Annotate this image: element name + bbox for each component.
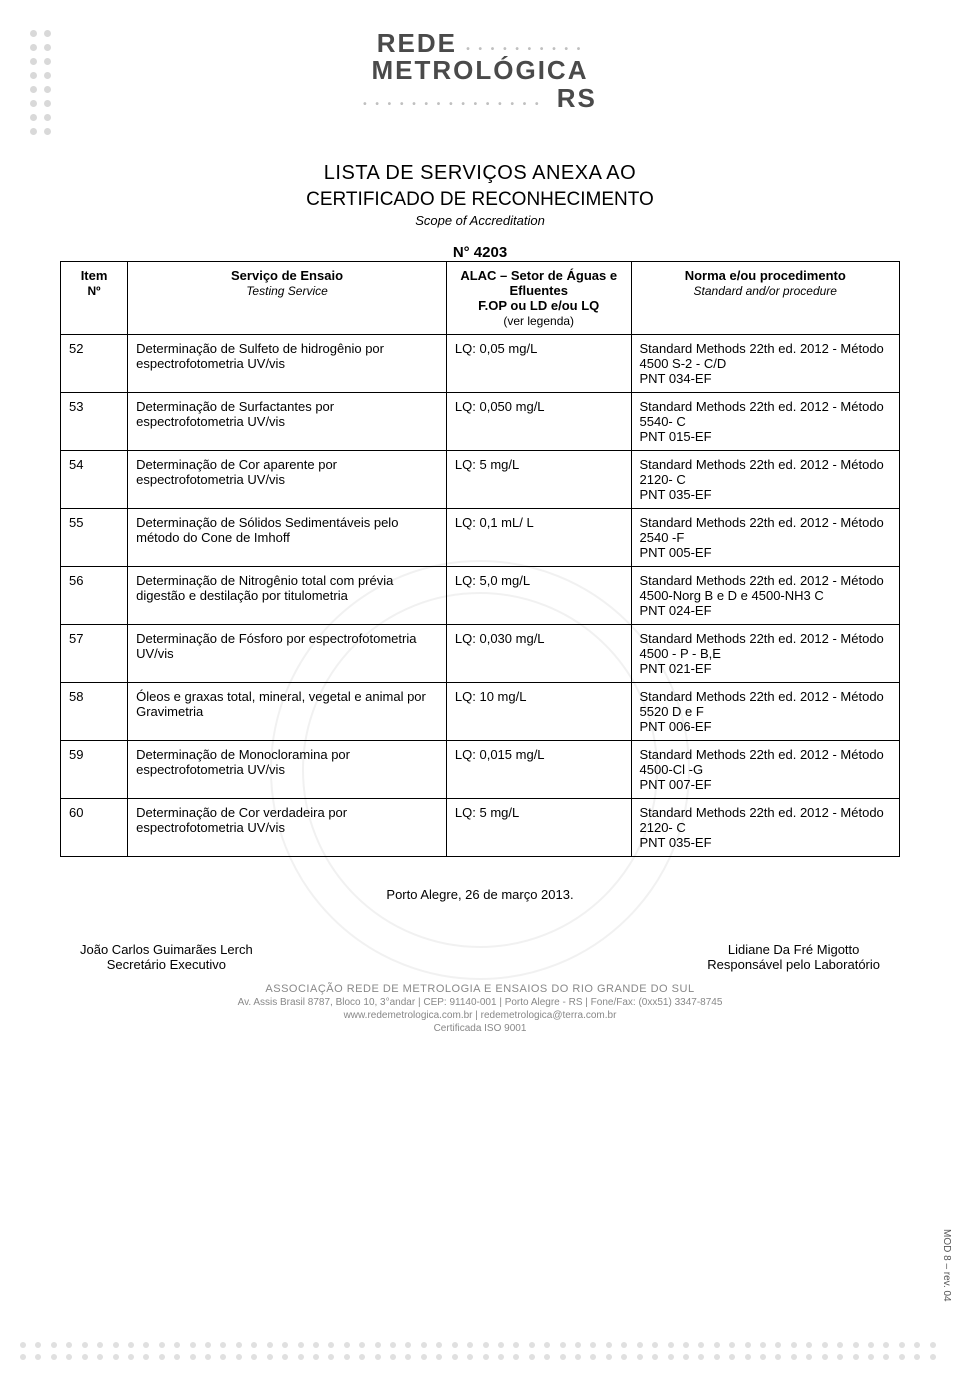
col-service-sub: Testing Service <box>246 284 328 298</box>
cell-service: Determinação de Nitrogênio total com pré… <box>128 566 447 624</box>
table-row: 54Determinação de Cor aparente por espec… <box>61 450 900 508</box>
sign-right-role: Responsável pelo Laboratório <box>707 957 880 972</box>
cell-lq: LQ: 0,050 mg/L <box>446 392 631 450</box>
sector-line: ALAC – Setor de Águas e Efluentes <box>455 268 623 298</box>
cell-lq: LQ: 5,0 mg/L <box>446 566 631 624</box>
table-header-row: Item Nº Serviço de Ensaio Testing Servic… <box>61 261 900 334</box>
table-row: 55Determinação de Sólidos Sedimentáveis … <box>61 508 900 566</box>
logo-line1: REDE <box>377 28 457 58</box>
col-item-header: Item Nº <box>61 261 128 334</box>
table-row: 57Determinação de Fósforo por espectrofo… <box>61 624 900 682</box>
title-block: LISTA DE SERVIÇOS ANEXA AO CERTIFICADO D… <box>60 162 900 228</box>
services-table: Item Nº Serviço de Ensaio Testing Servic… <box>60 261 900 857</box>
cell-item: 56 <box>61 566 128 624</box>
title-main: LISTA DE SERVIÇOS ANEXA AO <box>60 162 900 185</box>
title-scope: Scope of Accreditation <box>60 213 900 228</box>
cell-item: 52 <box>61 334 128 392</box>
cell-lq: LQ: 0,1 mL/ L <box>446 508 631 566</box>
logo-line3: RS <box>557 83 597 113</box>
col-item-label: Item <box>81 268 108 283</box>
footer-cert: Certificada ISO 9001 <box>60 1022 900 1035</box>
cell-norm: Standard Methods 22th ed. 2012 - Método … <box>631 392 900 450</box>
cell-norm: Standard Methods 22th ed. 2012 - Método … <box>631 508 900 566</box>
decorative-dots-bottom <box>20 1342 940 1372</box>
col-lq-header: ALAC – Setor de Águas e Efluentes F.OP o… <box>446 261 631 334</box>
col-item-sub: Nº <box>88 284 101 298</box>
col-service-header: Serviço de Ensaio Testing Service <box>128 261 447 334</box>
cell-norm: Standard Methods 22th ed. 2012 - Método … <box>631 740 900 798</box>
col-norm-sub: Standard and/or procedure <box>694 284 837 298</box>
cell-lq: LQ: 0,030 mg/L <box>446 624 631 682</box>
cell-service: Determinação de Cor verdadeira por espec… <box>128 798 447 856</box>
cell-item: 54 <box>61 450 128 508</box>
cell-lq: LQ: 0,015 mg/L <box>446 740 631 798</box>
col-service-label: Serviço de Ensaio <box>231 268 343 283</box>
cert-number: N° 4203 <box>60 244 900 261</box>
cell-lq: LQ: 0,05 mg/L <box>446 334 631 392</box>
cell-norm: Standard Methods 22th ed. 2012 - Método … <box>631 566 900 624</box>
signatures: João Carlos Guimarães Lerch Secretário E… <box>60 942 900 972</box>
footer-addr: Av. Assis Brasil 8787, Bloco 10, 3°andar… <box>60 996 900 1009</box>
col-lq-label: F.OP ou LD e/ou LQ <box>478 298 599 313</box>
title-sub: CERTIFICADO DE RECONHECIMENTO <box>60 189 900 211</box>
cell-item: 59 <box>61 740 128 798</box>
cell-norm: Standard Methods 22th ed. 2012 - Método … <box>631 682 900 740</box>
decorative-dots-left <box>30 30 52 136</box>
footer-assoc: ASSOCIAÇÃO REDE DE METROLOGIA E ENSAIOS … <box>60 982 900 996</box>
side-revision-label: MOD 8 – rev. 04 <box>941 1229 952 1302</box>
cell-item: 55 <box>61 508 128 566</box>
cell-item: 57 <box>61 624 128 682</box>
col-norm-label: Norma e/ou procedimento <box>685 268 846 283</box>
cell-service: Determinação de Surfactantes por espectr… <box>128 392 447 450</box>
table-row: 58Óleos e graxas total, mineral, vegetal… <box>61 682 900 740</box>
cell-service: Determinação de Fósforo por espectrofoto… <box>128 624 447 682</box>
cell-norm: Standard Methods 22th ed. 2012 - Método … <box>631 624 900 682</box>
footer: ASSOCIAÇÃO REDE DE METROLOGIA E ENSAIOS … <box>60 982 900 1035</box>
col-lq-sub: (ver legenda) <box>503 314 574 328</box>
cell-item: 58 <box>61 682 128 740</box>
sign-left-name: João Carlos Guimarães Lerch <box>80 942 253 957</box>
table-row: 59Determinação de Monocloramina por espe… <box>61 740 900 798</box>
logo-line2: METROLÓGICA <box>372 55 589 85</box>
footer-web: www.redemetrologica.com.br | redemetrolo… <box>60 1009 900 1022</box>
date-line: Porto Alegre, 26 de março 2013. <box>60 887 900 902</box>
cell-service: Determinação de Sulfeto de hidrogênio po… <box>128 334 447 392</box>
col-norm-header: Norma e/ou procedimento Standard and/or … <box>631 261 900 334</box>
logo-dots-icon: • • • • • • • • • • • • • • • <box>363 99 541 110</box>
cell-service: Determinação de Sólidos Sedimentáveis pe… <box>128 508 447 566</box>
signature-right: Lidiane Da Fré Migotto Responsável pelo … <box>707 942 880 972</box>
header-logo: REDE • • • • • • • • • • METROLÓGICA • •… <box>60 30 900 112</box>
table-row: 60Determinação de Cor verdadeira por esp… <box>61 798 900 856</box>
table-row: 53Determinação de Surfactantes por espec… <box>61 392 900 450</box>
cell-lq: LQ: 10 mg/L <box>446 682 631 740</box>
cell-lq: LQ: 5 mg/L <box>446 798 631 856</box>
cell-norm: Standard Methods 22th ed. 2012 - Método … <box>631 450 900 508</box>
cell-lq: LQ: 5 mg/L <box>446 450 631 508</box>
signature-left: João Carlos Guimarães Lerch Secretário E… <box>80 942 253 972</box>
cell-norm: Standard Methods 22th ed. 2012 - Método … <box>631 334 900 392</box>
cell-service: Óleos e graxas total, mineral, vegetal e… <box>128 682 447 740</box>
cell-item: 53 <box>61 392 128 450</box>
cell-service: Determinação de Cor aparente por espectr… <box>128 450 447 508</box>
cell-item: 60 <box>61 798 128 856</box>
cell-norm: Standard Methods 22th ed. 2012 - Método … <box>631 798 900 856</box>
table-row: 56Determinação de Nitrogênio total com p… <box>61 566 900 624</box>
sign-left-role: Secretário Executivo <box>80 957 253 972</box>
cell-service: Determinação de Monocloramina por espect… <box>128 740 447 798</box>
logo-dots-icon: • • • • • • • • • • <box>466 44 583 55</box>
sign-right-name: Lidiane Da Fré Migotto <box>707 942 880 957</box>
table-row: 52Determinação de Sulfeto de hidrogênio … <box>61 334 900 392</box>
